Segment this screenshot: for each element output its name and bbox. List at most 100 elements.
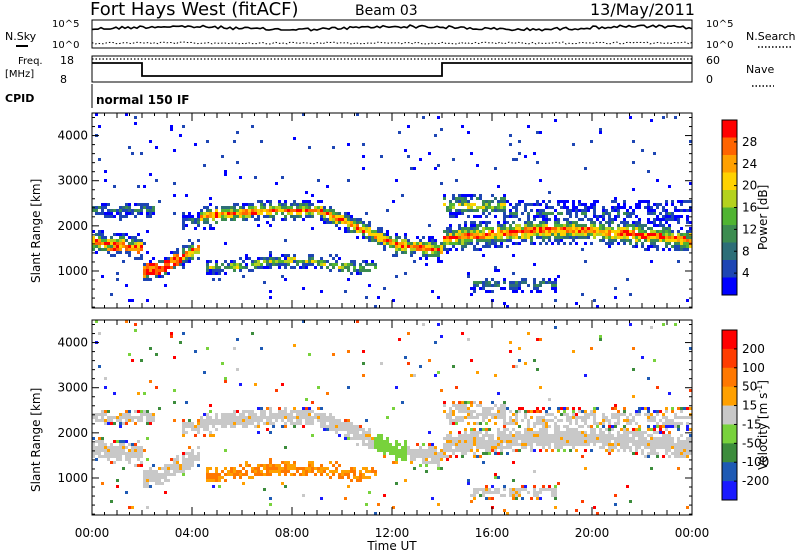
power-cell bbox=[227, 263, 230, 266]
velocity-cell bbox=[419, 365, 422, 368]
power-cell bbox=[173, 149, 176, 152]
velocity-cell bbox=[614, 494, 617, 497]
power-cell bbox=[602, 215, 605, 218]
power-cell bbox=[374, 233, 377, 236]
power-cell bbox=[635, 215, 638, 218]
power-cell bbox=[647, 245, 650, 248]
power-cell bbox=[485, 233, 488, 236]
power-cell bbox=[626, 224, 629, 227]
power-cell bbox=[557, 218, 560, 221]
power-cell bbox=[590, 140, 593, 143]
velocity-cell bbox=[479, 437, 482, 440]
velocity-cell bbox=[626, 428, 629, 431]
power-cell bbox=[506, 230, 509, 233]
velocity-cell bbox=[500, 437, 503, 440]
velocity-cell bbox=[407, 449, 410, 452]
velocity-cell bbox=[545, 434, 548, 437]
power-cell bbox=[113, 215, 116, 218]
power-cell bbox=[302, 287, 305, 290]
velocity-cell bbox=[290, 413, 293, 416]
power-cell bbox=[272, 215, 275, 218]
velocity-cell bbox=[101, 416, 104, 419]
velocity-cell bbox=[365, 470, 368, 473]
velocity-cell bbox=[638, 443, 641, 446]
power-cell bbox=[218, 269, 221, 272]
power-cell bbox=[98, 242, 101, 245]
velocity-cell bbox=[497, 488, 500, 491]
power-cell bbox=[620, 236, 623, 239]
velocity-cell bbox=[653, 449, 656, 452]
velocity-cell bbox=[590, 449, 593, 452]
velocity-cell bbox=[527, 410, 530, 413]
velocity-cell bbox=[182, 455, 185, 458]
velocity-cell bbox=[221, 416, 224, 419]
power-cell bbox=[143, 272, 146, 275]
velocity-cell bbox=[293, 410, 296, 413]
power-cell bbox=[206, 263, 209, 266]
velocity-cell bbox=[533, 491, 536, 494]
power-cell bbox=[476, 239, 479, 242]
power-cell bbox=[500, 239, 503, 242]
velocity-cell bbox=[551, 494, 554, 497]
power-cell bbox=[230, 260, 233, 263]
power-cell bbox=[212, 212, 215, 215]
velocity-cell bbox=[410, 449, 413, 452]
power-cell bbox=[500, 197, 503, 200]
power-cell bbox=[419, 248, 422, 251]
power-cell bbox=[368, 263, 371, 266]
velocity-cell bbox=[626, 440, 629, 443]
velocity-cell bbox=[278, 473, 281, 476]
power-cell bbox=[659, 239, 662, 242]
velocity-cell bbox=[662, 446, 665, 449]
velocity-cell bbox=[224, 422, 227, 425]
power-cell bbox=[236, 203, 239, 206]
velocity-cell bbox=[554, 488, 557, 491]
velocity-cell bbox=[482, 407, 485, 410]
power-cell bbox=[122, 209, 125, 212]
velocity-cell bbox=[614, 416, 617, 419]
power-cell bbox=[362, 224, 365, 227]
velocity-cell bbox=[131, 506, 134, 509]
velocity-cell bbox=[248, 419, 251, 422]
velocity-cell bbox=[584, 449, 587, 452]
power-cell bbox=[476, 236, 479, 239]
power-cell bbox=[224, 212, 227, 215]
velocity-cell bbox=[137, 452, 140, 455]
velocity-cell bbox=[362, 428, 365, 431]
power-cell bbox=[449, 230, 452, 233]
power-cell bbox=[425, 263, 428, 266]
power-cell bbox=[650, 221, 653, 224]
velocity-cell bbox=[509, 494, 512, 497]
velocity-cell bbox=[305, 470, 308, 473]
velocity-cell bbox=[479, 494, 482, 497]
velocity-cell bbox=[575, 449, 578, 452]
velocity-cell bbox=[497, 476, 500, 479]
power-cell bbox=[125, 113, 128, 116]
power-cell bbox=[473, 236, 476, 239]
power-cell bbox=[611, 206, 614, 209]
velocity-cell bbox=[164, 467, 167, 470]
velocity-cell bbox=[461, 446, 464, 449]
velocity-cell bbox=[206, 419, 209, 422]
velocity-cell bbox=[677, 449, 680, 452]
velocity-cell bbox=[506, 422, 509, 425]
velocity-cell bbox=[605, 419, 608, 422]
power-cell bbox=[527, 233, 530, 236]
velocity-cell bbox=[356, 428, 359, 431]
velocity-cell bbox=[371, 437, 374, 440]
velocity-cell bbox=[332, 425, 335, 428]
velocity-cell bbox=[500, 443, 503, 446]
power-cell bbox=[647, 200, 650, 203]
velocity-cell bbox=[620, 437, 623, 440]
power-cell bbox=[449, 209, 452, 212]
velocity-cell bbox=[677, 437, 680, 440]
power-cell bbox=[668, 236, 671, 239]
velocity-cell bbox=[110, 443, 113, 446]
power-cell bbox=[587, 206, 590, 209]
velocity-cell bbox=[554, 428, 557, 431]
velocity-cell bbox=[206, 470, 209, 473]
power-cell bbox=[146, 251, 149, 254]
power-cell bbox=[401, 242, 404, 245]
velocity-cell bbox=[536, 437, 539, 440]
velocity-cell bbox=[149, 419, 152, 422]
